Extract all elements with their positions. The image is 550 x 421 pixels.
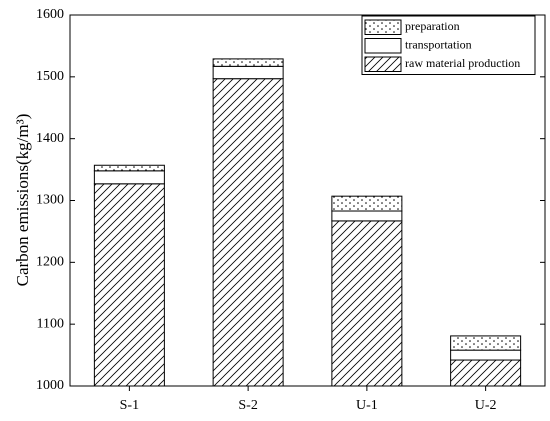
- bar-segment: [331, 220, 403, 386]
- y-tick-label: 1400: [36, 131, 64, 146]
- x-tick-label: S-1: [120, 398, 139, 413]
- bar-segment: [331, 195, 403, 212]
- legend-label: preparation: [405, 19, 460, 33]
- y-tick-label: 1000: [36, 378, 64, 393]
- legend-swatch: [364, 19, 402, 35]
- bar-segment: [93, 164, 165, 172]
- bar-segment: [212, 65, 284, 80]
- x-tick-label: S-2: [238, 398, 257, 413]
- y-tick-label: 1300: [36, 193, 64, 208]
- bar-segment: [93, 183, 165, 386]
- legend-label: raw material production: [405, 56, 520, 70]
- y-axis-label: Carbon emissions(kg/m³): [13, 114, 32, 287]
- bar-segment: [450, 349, 522, 361]
- legend-label: transportation: [405, 38, 472, 52]
- bar-segment: [450, 335, 522, 351]
- y-tick-label: 1500: [36, 69, 64, 84]
- bar-segment: [212, 58, 284, 67]
- bar-segment: [450, 359, 522, 386]
- plot-area: [93, 58, 522, 386]
- x-tick-label: U-1: [356, 398, 378, 413]
- x-tick-label: U-2: [475, 398, 497, 413]
- y-tick-label: 1100: [37, 316, 64, 331]
- bar-segment: [93, 170, 165, 185]
- y-tick-label: 1200: [36, 255, 64, 270]
- y-tick-label: 1600: [36, 7, 64, 22]
- legend-swatch: [364, 56, 402, 72]
- bar-segment: [212, 78, 284, 386]
- legend-swatch: [364, 38, 402, 54]
- bar-segment: [331, 210, 403, 222]
